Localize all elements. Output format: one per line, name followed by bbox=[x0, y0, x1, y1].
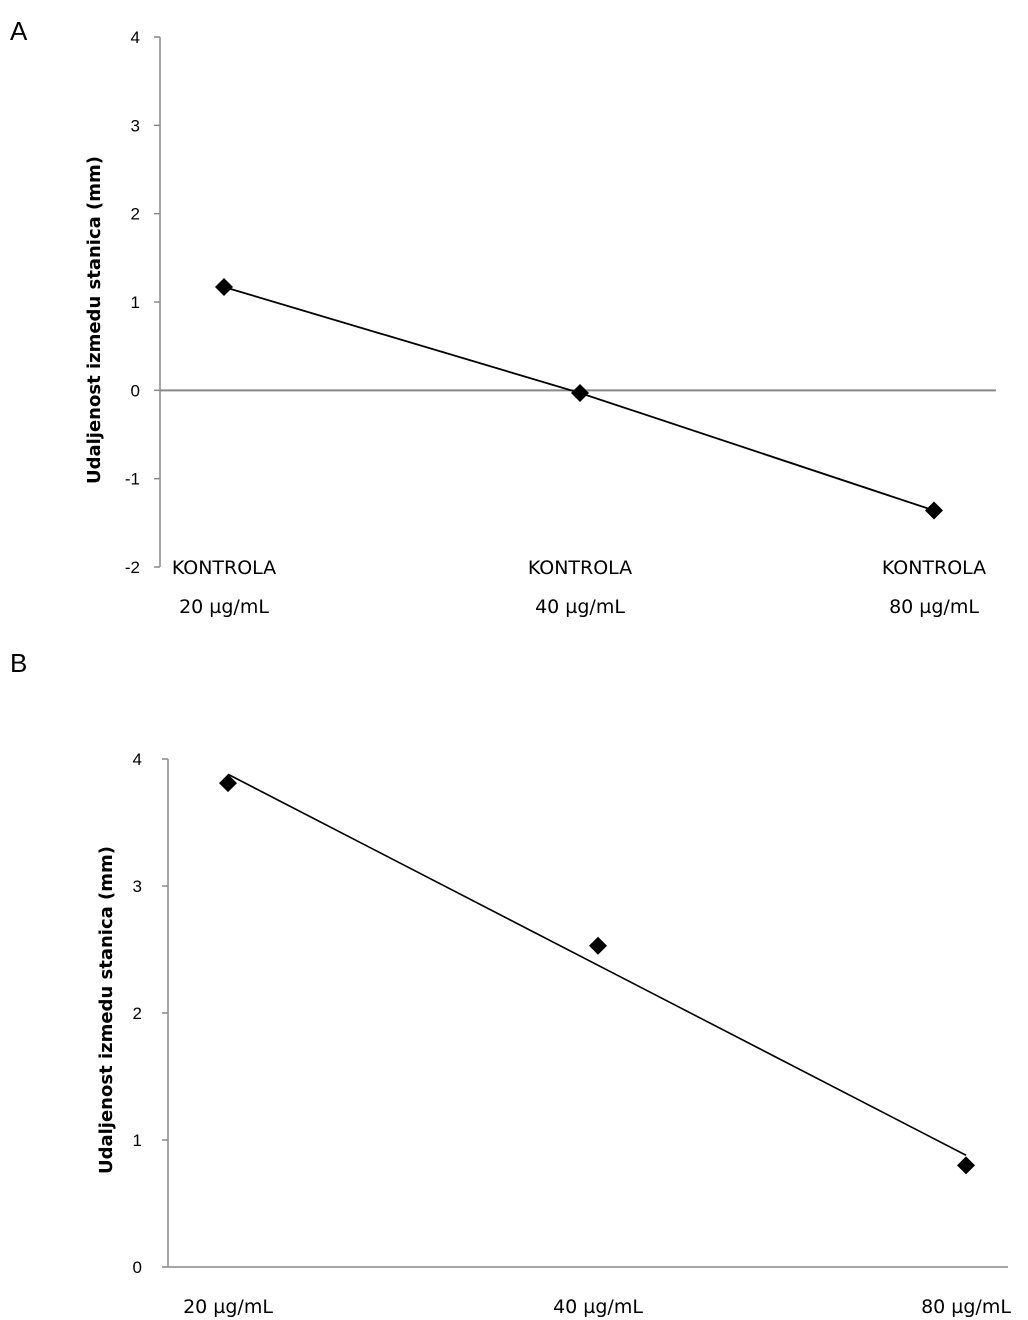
y-axis-label-a: Udaljenost izmedu stanica (mm) bbox=[84, 156, 105, 484]
series-b bbox=[219, 773, 975, 1175]
y-axis-label-b: Udaljenost izmedu stanica (mm) bbox=[96, 846, 117, 1174]
data-point-marker bbox=[219, 774, 237, 793]
x-category-label: KONTROLA bbox=[882, 557, 986, 579]
x-category-label: KONTROLA bbox=[172, 557, 276, 579]
y-tick-label: 1 bbox=[133, 1131, 142, 1150]
y-tick-label: 4 bbox=[131, 28, 140, 47]
data-point-marker bbox=[589, 936, 607, 955]
data-point-marker bbox=[925, 501, 943, 520]
x-category-label: 40 µg/mL bbox=[553, 1296, 643, 1318]
axes-b bbox=[162, 758, 1008, 1268]
y-tick-label: 1 bbox=[131, 293, 140, 312]
y-tick-label: 2 bbox=[131, 205, 140, 224]
data-point-marker bbox=[571, 383, 589, 402]
data-point-marker bbox=[215, 277, 233, 296]
y-tick-label: -1 bbox=[125, 470, 140, 489]
x-category-label: 20 µg/mL bbox=[179, 596, 269, 618]
x-category-labels-b: 20 µg/mL 40 µg/mL 80 µg/mL bbox=[183, 1296, 1011, 1318]
y-tick-label: 0 bbox=[133, 1258, 142, 1277]
series-a bbox=[215, 277, 943, 520]
y-tick-labels-b: 4 3 2 1 0 bbox=[133, 750, 142, 1277]
trendline bbox=[227, 773, 967, 1156]
axes-a bbox=[154, 36, 996, 568]
y-tick-label: 3 bbox=[133, 877, 142, 896]
chart-panel-b: B Udaljenost izmedu stanica (mm) 4 3 2 1 0 2… bbox=[10, 648, 1011, 1318]
y-tick-label: 2 bbox=[133, 1004, 142, 1023]
x-category-label: 80 µg/mL bbox=[921, 1296, 1011, 1318]
x-category-label: KONTROLA bbox=[528, 557, 632, 579]
x-category-labels-a: KONTROLA 20 µg/mL KONTROLA 40 µg/mL KONTROLA… bbox=[172, 557, 986, 618]
x-category-label: 20 µg/mL bbox=[183, 1296, 273, 1318]
panel-label-a: A bbox=[10, 16, 28, 46]
y-tick-labels-a: 4 3 2 1 0 -1 -2 bbox=[125, 28, 140, 577]
x-category-label: 80 µg/mL bbox=[889, 596, 979, 618]
panel-label-b: B bbox=[10, 648, 27, 678]
y-tick-label: 3 bbox=[131, 116, 140, 135]
y-tick-label: -2 bbox=[125, 558, 140, 577]
y-tick-label: 0 bbox=[131, 381, 140, 400]
chart-panel-a: A Udaljenost izmedu stanica (mm) 4 3 2 1 0 -1… bbox=[10, 16, 996, 618]
y-tick-label: 4 bbox=[133, 750, 142, 769]
data-point-marker bbox=[957, 1156, 975, 1175]
x-category-label: 40 µg/mL bbox=[535, 596, 625, 618]
